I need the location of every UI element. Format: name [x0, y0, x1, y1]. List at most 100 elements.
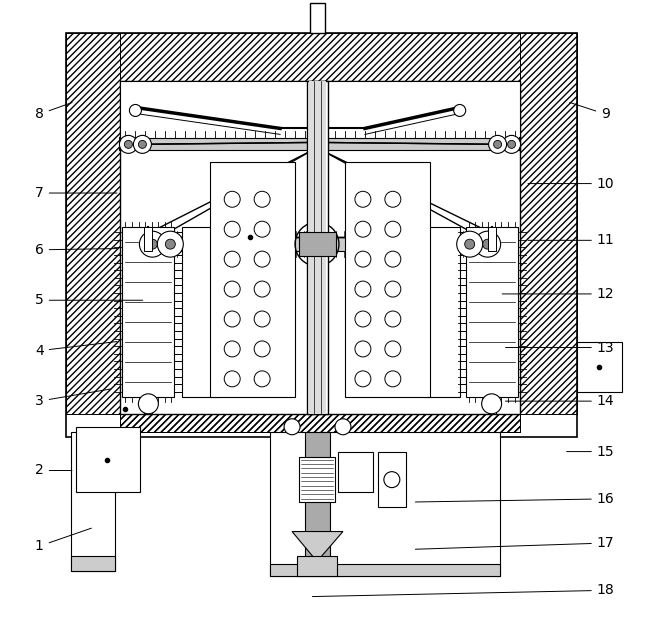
Text: 18: 18: [312, 583, 615, 597]
Circle shape: [385, 221, 401, 237]
Polygon shape: [292, 532, 343, 561]
Circle shape: [355, 191, 371, 207]
Bar: [423, 227, 460, 397]
Circle shape: [355, 341, 371, 357]
Circle shape: [124, 140, 132, 149]
Circle shape: [301, 228, 333, 260]
Circle shape: [254, 191, 270, 207]
Circle shape: [254, 371, 270, 387]
Circle shape: [254, 341, 270, 357]
Circle shape: [254, 281, 270, 297]
Circle shape: [224, 311, 240, 327]
Bar: [66, 33, 577, 437]
Circle shape: [224, 251, 240, 267]
Bar: [70, 556, 115, 571]
Text: 14: 14: [506, 394, 615, 408]
Bar: [121, 80, 520, 142]
Text: 9: 9: [570, 102, 610, 121]
Bar: [488, 397, 495, 414]
Circle shape: [457, 231, 482, 257]
Circle shape: [355, 281, 371, 297]
Bar: [299, 457, 335, 502]
Circle shape: [385, 341, 401, 357]
Bar: [141, 237, 500, 251]
Circle shape: [224, 371, 240, 387]
Bar: [488, 227, 495, 251]
Bar: [309, 80, 326, 414]
Circle shape: [385, 371, 401, 387]
Text: 15: 15: [566, 444, 615, 459]
Bar: [121, 33, 520, 80]
Text: 5: 5: [35, 293, 143, 307]
Bar: [210, 162, 295, 397]
Bar: [70, 432, 115, 571]
Circle shape: [139, 231, 165, 257]
Bar: [345, 162, 430, 397]
Circle shape: [130, 104, 141, 116]
Circle shape: [134, 135, 152, 154]
Bar: [299, 232, 336, 256]
Circle shape: [254, 251, 270, 267]
Circle shape: [335, 419, 351, 435]
Text: 3: 3: [35, 389, 110, 408]
Circle shape: [224, 341, 240, 357]
Circle shape: [385, 251, 401, 267]
Circle shape: [493, 140, 502, 149]
Bar: [310, 3, 325, 33]
Circle shape: [224, 281, 240, 297]
Circle shape: [385, 191, 401, 207]
Circle shape: [453, 104, 466, 116]
Bar: [121, 414, 520, 432]
Bar: [121, 138, 520, 150]
Text: 8: 8: [35, 102, 72, 121]
Text: 13: 13: [506, 341, 615, 355]
Text: 7: 7: [35, 186, 117, 200]
Circle shape: [489, 135, 506, 154]
Text: 2: 2: [35, 463, 72, 478]
Circle shape: [482, 394, 502, 414]
Bar: [520, 33, 577, 414]
Text: 12: 12: [502, 287, 615, 301]
Bar: [121, 414, 520, 432]
Bar: [144, 227, 152, 251]
Bar: [297, 556, 337, 576]
Circle shape: [385, 281, 401, 297]
Text: 6: 6: [35, 243, 117, 257]
Bar: [270, 432, 310, 576]
Circle shape: [224, 221, 240, 237]
Text: 4: 4: [35, 341, 117, 358]
Bar: [577, 342, 622, 392]
Text: 17: 17: [415, 536, 615, 550]
Circle shape: [355, 221, 371, 237]
Circle shape: [502, 135, 521, 154]
Text: 10: 10: [528, 176, 615, 191]
Bar: [66, 33, 121, 414]
Bar: [305, 432, 330, 561]
Circle shape: [284, 419, 300, 435]
Circle shape: [254, 311, 270, 327]
Bar: [466, 227, 517, 397]
Circle shape: [165, 239, 175, 249]
Circle shape: [139, 394, 159, 414]
Circle shape: [464, 239, 475, 249]
Circle shape: [157, 231, 183, 257]
Bar: [121, 80, 520, 414]
Circle shape: [475, 231, 501, 257]
Circle shape: [224, 191, 240, 207]
Bar: [183, 227, 219, 397]
Circle shape: [139, 140, 146, 149]
Circle shape: [482, 239, 493, 249]
Bar: [460, 432, 500, 576]
Circle shape: [119, 135, 137, 154]
Bar: [338, 452, 373, 492]
Circle shape: [355, 371, 371, 387]
Bar: [270, 564, 500, 576]
Circle shape: [355, 251, 371, 267]
Circle shape: [148, 239, 157, 249]
Bar: [378, 452, 406, 507]
Bar: [144, 397, 152, 414]
Bar: [307, 80, 328, 414]
Bar: [123, 227, 174, 397]
Circle shape: [385, 311, 401, 327]
Circle shape: [384, 471, 400, 488]
